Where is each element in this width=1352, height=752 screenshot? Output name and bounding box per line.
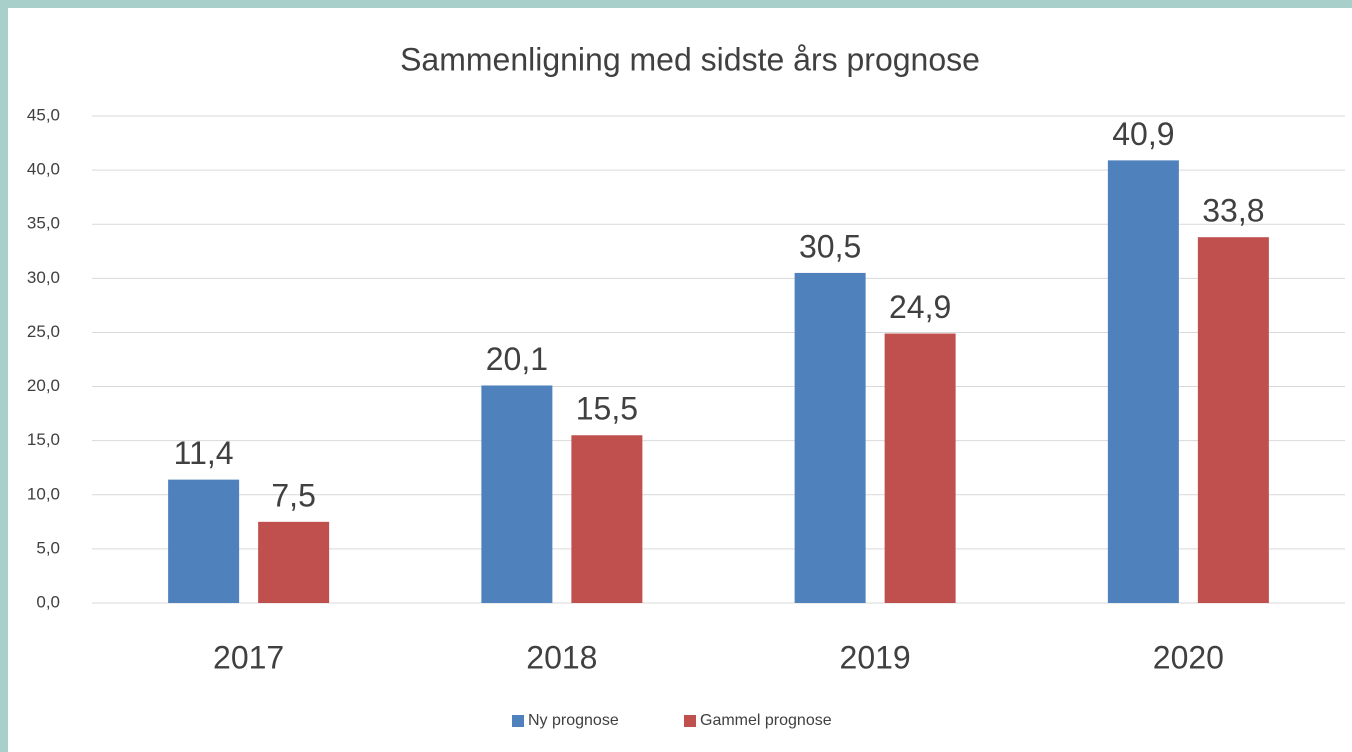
- x-tick-label: 2019: [840, 639, 911, 675]
- y-tick-label: 10,0: [27, 484, 60, 503]
- y-tick-label: 25,0: [27, 322, 60, 341]
- bar: [1107, 160, 1179, 604]
- y-tick-label: 5,0: [36, 538, 60, 557]
- data-label: 7,5: [271, 477, 315, 513]
- bar: [884, 333, 956, 603]
- bar: [1197, 237, 1269, 603]
- bar: [794, 272, 866, 603]
- y-tick-label: 35,0: [27, 214, 60, 233]
- y-tick-label: 15,0: [27, 430, 60, 449]
- data-label: 15,5: [576, 391, 638, 427]
- data-label: 30,5: [799, 228, 861, 264]
- y-tick-label: 45,0: [27, 105, 60, 124]
- data-label: 11,4: [174, 435, 234, 471]
- y-tick-label: 40,0: [27, 160, 60, 179]
- legend-swatch: [684, 715, 696, 727]
- legend-label: Gammel prognose: [700, 712, 832, 729]
- x-tick-label: 2017: [213, 639, 284, 675]
- x-tick-label: 2020: [1153, 639, 1224, 675]
- bar: [571, 435, 643, 603]
- bar: [168, 479, 240, 603]
- y-tick-label: 30,0: [27, 268, 60, 287]
- data-label: 33,8: [1202, 193, 1264, 229]
- x-tick-label: 2018: [526, 639, 597, 675]
- y-tick-label: 20,0: [27, 376, 60, 395]
- legend-swatch: [512, 715, 524, 727]
- data-label: 24,9: [889, 289, 951, 325]
- data-label: 20,1: [486, 341, 548, 377]
- legend-label: Ny prognose: [528, 712, 619, 729]
- bar: [481, 385, 553, 603]
- bar: [258, 521, 330, 603]
- chart-title: Sammenligning med sidste års prognose: [400, 41, 980, 77]
- data-label: 40,9: [1112, 116, 1174, 152]
- y-tick-label: 0,0: [36, 592, 60, 611]
